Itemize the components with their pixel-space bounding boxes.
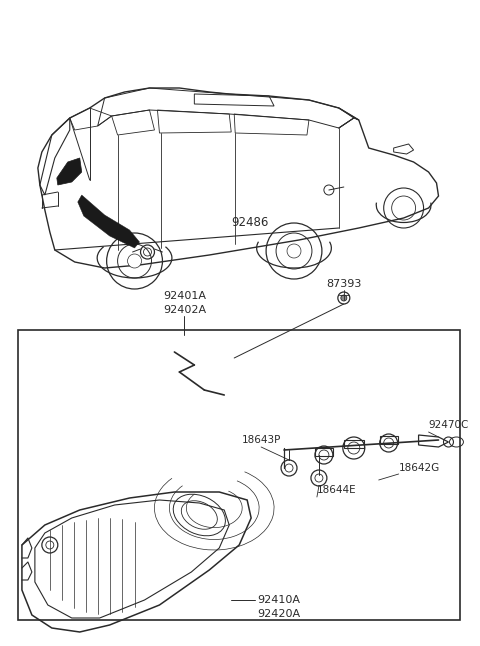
Text: 92402A: 92402A (163, 305, 206, 315)
Text: 18644E: 18644E (317, 485, 357, 495)
Text: 92410A: 92410A (258, 595, 300, 605)
Text: 92486: 92486 (231, 216, 269, 229)
Text: 92470C: 92470C (429, 420, 469, 430)
Circle shape (128, 254, 142, 268)
Circle shape (287, 244, 301, 258)
Text: 18643P: 18643P (241, 435, 281, 445)
Polygon shape (78, 195, 140, 248)
Text: 92401A: 92401A (163, 291, 206, 301)
Circle shape (341, 295, 347, 301)
Text: 18642G: 18642G (399, 463, 440, 473)
Bar (18, 330, 460, 620)
Polygon shape (57, 158, 82, 185)
Text: 87393: 87393 (326, 279, 361, 289)
Text: 92420A: 92420A (257, 609, 300, 619)
